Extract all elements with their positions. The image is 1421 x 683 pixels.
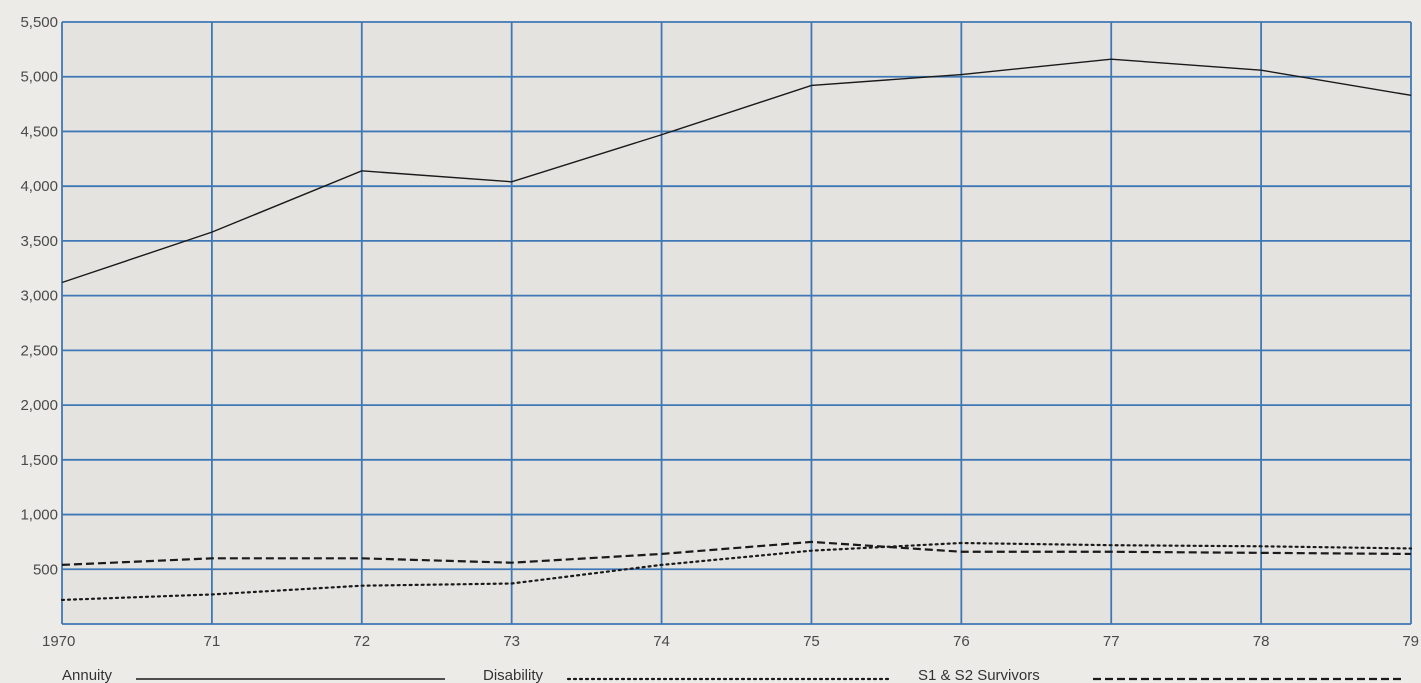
plot-background [62, 22, 1411, 624]
legend-label: S1 & S2 Survivors [918, 667, 1040, 683]
y-tick-label: 1,500 [20, 452, 58, 469]
y-tick-label: 3,500 [20, 233, 58, 250]
y-tick-label: 5,000 [20, 69, 58, 86]
y-tick-label: 2,000 [20, 397, 58, 414]
y-tick-label: 4,000 [20, 178, 58, 195]
series-line-annuity [61, 58, 1412, 284]
y-tick-label: 2,500 [20, 342, 58, 359]
x-tick-label: 79 [1402, 633, 1419, 650]
y-tick-label: 3,000 [20, 288, 58, 305]
x-tick-label: 71 [204, 633, 221, 650]
series-line-disability [60, 541, 1413, 602]
x-tick-label: 77 [1103, 633, 1120, 650]
y-tick-label: 5,500 [20, 14, 58, 31]
y-tick-label: 1,000 [20, 507, 58, 524]
x-tick-label: 75 [803, 633, 820, 650]
x-tick-label: 1970 [42, 633, 75, 650]
series-line-s1-s2-survivors [61, 540, 1412, 566]
x-tick-label: 72 [353, 633, 370, 650]
y-tick-label: 4,500 [20, 123, 58, 140]
legend-label: Annuity [62, 667, 113, 683]
x-tick-label: 78 [1253, 633, 1270, 650]
legend-label: Disability [483, 667, 544, 683]
x-tick-label: 74 [653, 633, 670, 650]
y-tick-label: 500 [33, 561, 58, 578]
x-tick-label: 73 [503, 633, 520, 650]
x-tick-label: 76 [953, 633, 970, 650]
